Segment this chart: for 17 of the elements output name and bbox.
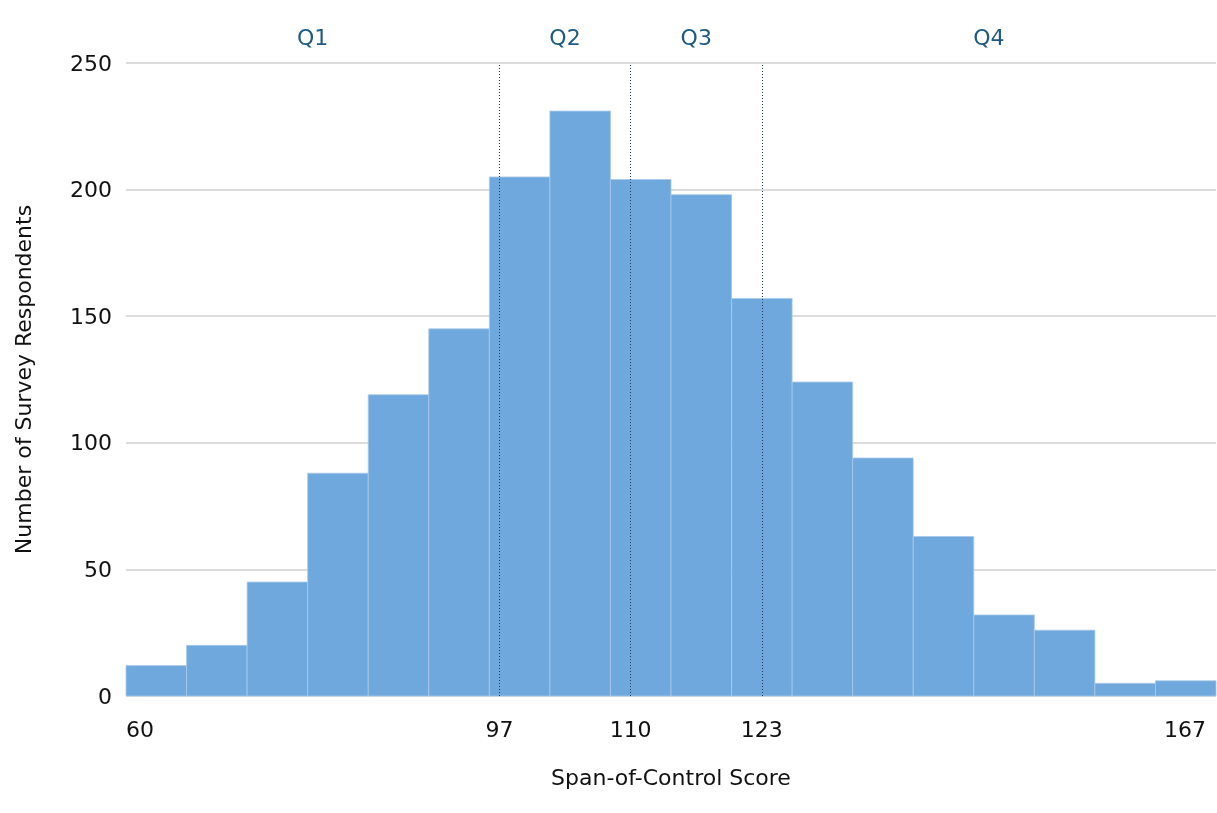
y-tick-label: 0 (98, 683, 112, 709)
x-tick-label: 167 (1163, 716, 1206, 742)
y-tick-label: 100 (70, 430, 112, 456)
y-axis-title: Number of Survey Respondents (10, 204, 36, 555)
y-tick-label: 50 (84, 556, 112, 582)
y-tick-label: 200 (70, 177, 112, 203)
x-tick-label: 97 (485, 716, 514, 742)
text: Q2 (549, 24, 581, 50)
x-tick-label: 60 (126, 716, 154, 742)
text: Q3 (680, 24, 712, 50)
x-axis-title: Span-of-Control Score (551, 764, 791, 790)
y-tick-label: 250 (70, 50, 112, 76)
y-tick-label: 150 (70, 303, 112, 329)
x-tick-label: 110 (609, 716, 652, 742)
text: Q1 (297, 24, 329, 50)
text: Q4 (973, 24, 1005, 50)
x-tick-label: 123 (740, 716, 783, 742)
